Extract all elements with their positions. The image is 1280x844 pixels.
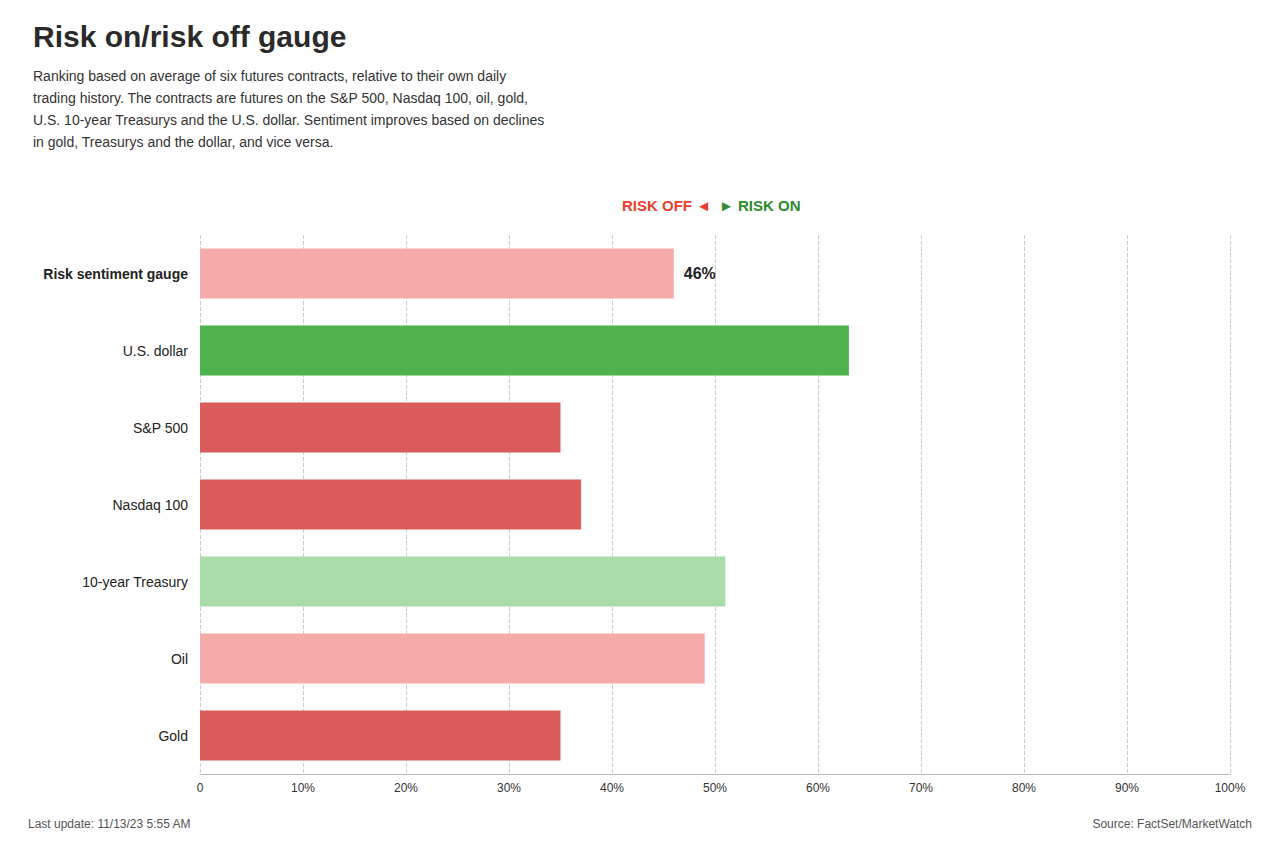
svg-text:Risk sentiment gauge: Risk sentiment gauge — [43, 266, 188, 282]
svg-text:20%: 20% — [394, 781, 418, 795]
svg-text:U.S. dollar: U.S. dollar — [123, 343, 189, 359]
svg-text:► RISK ON: ► RISK ON — [719, 197, 801, 214]
svg-text:Ranking based on average of si: Ranking based on average of six futures … — [33, 68, 506, 84]
svg-text:Risk on/risk off gauge: Risk on/risk off gauge — [33, 20, 346, 53]
svg-text:U.S. 10-year Treasurys and the: U.S. 10-year Treasurys and the U.S. doll… — [33, 112, 544, 128]
svg-text:Source: FactSet/MarketWatch: Source: FactSet/MarketWatch — [1092, 817, 1252, 831]
svg-text:60%: 60% — [806, 781, 830, 795]
svg-text:50%: 50% — [703, 781, 727, 795]
svg-text:Nasdaq 100: Nasdaq 100 — [112, 497, 188, 513]
svg-text:80%: 80% — [1012, 781, 1036, 795]
svg-text:0: 0 — [197, 781, 204, 795]
svg-text:Oil: Oil — [171, 651, 188, 667]
svg-text:Gold: Gold — [158, 728, 188, 744]
svg-text:RISK OFF ◄: RISK OFF ◄ — [622, 197, 711, 214]
svg-text:46%: 46% — [684, 265, 716, 282]
svg-text:trading history. The contracts: trading history. The contracts are futur… — [33, 90, 528, 106]
svg-text:40%: 40% — [600, 781, 624, 795]
svg-text:100%: 100% — [1215, 781, 1246, 795]
svg-text:in gold, Treasurys and the dol: in gold, Treasurys and the dollar, and v… — [33, 134, 333, 150]
svg-text:S&P 500: S&P 500 — [133, 420, 188, 436]
svg-text:70%: 70% — [909, 781, 933, 795]
svg-text:Last update: 11/13/23 5:55 AM: Last update: 11/13/23 5:55 AM — [28, 817, 191, 831]
svg-text:90%: 90% — [1115, 781, 1139, 795]
svg-text:30%: 30% — [497, 781, 521, 795]
svg-text:10-year Treasury: 10-year Treasury — [82, 574, 188, 590]
svg-text:10%: 10% — [291, 781, 315, 795]
